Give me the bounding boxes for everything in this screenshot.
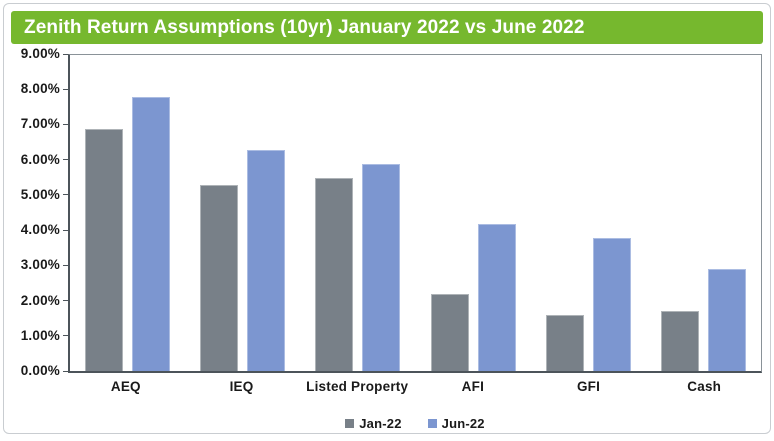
legend-label-jun-22: Jun-22: [441, 415, 485, 431]
y-tick-label-8-00-: 8.00%: [20, 81, 60, 97]
bar-group-afi: [416, 55, 531, 371]
legend: Jan-22 Jun-22: [68, 415, 762, 431]
bar-group-listed-property: [300, 55, 415, 371]
bar-jan-22-afi: [430, 293, 469, 371]
chart-frame: Zenith Return Assumptions (10yr) January…: [3, 3, 771, 434]
bar-jan-22-cash: [660, 311, 699, 371]
x-category-label-afi: AFI: [461, 379, 485, 394]
bar-jun-22-listed-property: [362, 163, 401, 371]
legend-swatch-jun-22: [427, 418, 437, 428]
x-category-label-gfi: GFI: [576, 379, 601, 394]
x-category-label-cash: Cash: [687, 379, 722, 394]
bar-jan-22-gfi: [545, 314, 584, 371]
legend-swatch-jan-22: [345, 418, 355, 428]
y-tick-label-1-00-: 1.00%: [20, 327, 60, 343]
y-tick-label-7-00-: 7.00%: [20, 116, 60, 132]
bar-jan-22-ieq: [200, 184, 239, 371]
y-tick-label-0-00-: 0.00%: [20, 363, 60, 378]
y-tick-label-6-00-: 6.00%: [20, 151, 60, 167]
legend-label-jan-22: Jan-22: [359, 415, 402, 431]
x-axis: AEQ IEQ Listed Property AFI GFI Cash: [68, 379, 762, 394]
y-tick-label-4-00-: 4.00%: [20, 222, 60, 238]
legend-item-jan-22: Jan-22: [345, 416, 401, 431]
bar-group-ieq: [185, 55, 300, 371]
x-category-label-listed-property: Listed Property: [306, 379, 409, 394]
bar-jun-22-gfi: [592, 237, 631, 371]
bar-jun-22-afi: [477, 223, 516, 371]
x-category-label-ieq: IEQ: [229, 379, 254, 394]
bar-jun-22-aeq: [132, 97, 171, 371]
y-tick-label-3-00-: 3.00%: [20, 257, 60, 273]
bar-series-container: [70, 55, 761, 371]
bar-group-aeq: [70, 55, 185, 371]
bar-group-cash: [646, 55, 761, 371]
y-tick-label-2-00-: 2.00%: [20, 292, 60, 308]
chart-title-bar: Zenith Return Assumptions (10yr) January…: [11, 11, 763, 44]
x-category-label-aeq: AEQ: [110, 379, 141, 394]
bar-jan-22-aeq: [85, 128, 124, 371]
bar-group-gfi: [531, 55, 646, 371]
bar-jan-22-listed-property: [315, 177, 354, 371]
bar-jun-22-cash: [707, 269, 746, 371]
bar-jun-22-ieq: [247, 149, 286, 371]
chart-title: Zenith Return Assumptions (10yr) January…: [24, 16, 585, 38]
plot-area: [68, 54, 762, 373]
legend-item-jun-22: Jun-22: [427, 415, 485, 431]
y-tick-label-5-00-: 5.00%: [20, 186, 60, 202]
y-tick-label-9-00-: 9.00%: [20, 46, 60, 61]
